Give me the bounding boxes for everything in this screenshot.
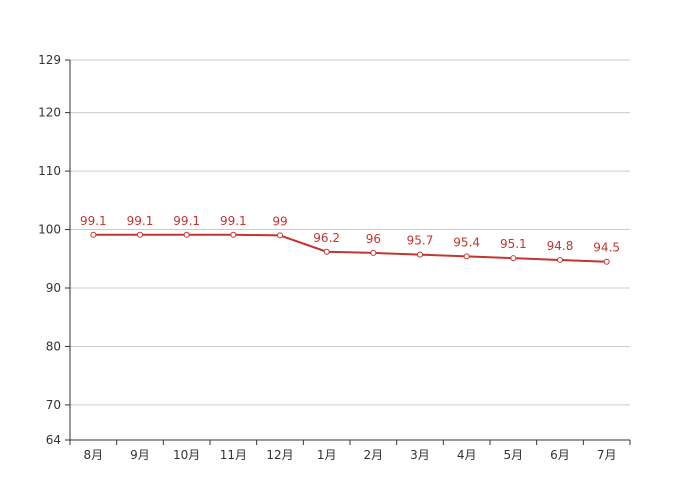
data-label: 94.8	[547, 239, 574, 253]
data-point	[323, 248, 330, 255]
series-line	[93, 233, 607, 263]
data-label: 95.1	[500, 237, 527, 251]
x-tick-label: 12月	[266, 448, 293, 462]
data-point	[557, 256, 563, 263]
data-point	[137, 231, 143, 238]
gridlines	[70, 59, 630, 406]
data-label: 99.1	[220, 214, 247, 228]
y-tick-label: 90	[46, 281, 61, 295]
y-tick-label: 70	[46, 398, 61, 412]
x-tick-label: 3月	[410, 448, 430, 462]
data-label: 99	[272, 214, 287, 228]
data-point	[510, 255, 517, 262]
x-tick-label: 7月	[597, 448, 617, 462]
x-tick-label: 1月	[317, 448, 337, 462]
data-label: 96.2	[313, 231, 340, 245]
series-line-group	[90, 231, 610, 265]
y-tick-label: 110	[38, 164, 61, 178]
data-point	[463, 253, 470, 260]
data-point	[603, 258, 610, 265]
y-tick-label: 64	[46, 433, 61, 447]
data-point	[277, 232, 283, 239]
data-point	[370, 249, 377, 256]
data-labels: 99.1 99.1 99.1 99.1 99 96.2 96 95.7 95.4 95.1 94.8…	[80, 214, 620, 255]
x-tick-label: 5月	[504, 448, 524, 462]
data-point	[417, 251, 423, 258]
data-label: 94.5	[593, 241, 620, 255]
x-tick-label: 10月	[173, 448, 200, 462]
data-point	[230, 231, 237, 238]
x-tick-label: 9月	[130, 448, 150, 462]
y-tick-label: 129	[38, 53, 61, 67]
data-label: 99.1	[173, 214, 200, 228]
y-tick-label: 80	[46, 339, 61, 353]
data-label: 95.7	[407, 234, 434, 248]
x-tick-label: 2月	[364, 448, 384, 462]
axes	[65, 59, 631, 445]
x-tick-labels: 8月 9月 10月 11月 12月 1月 2月 3月 4月 5月 6月 7月	[84, 448, 617, 462]
y-tick-label: 120	[38, 106, 61, 120]
y-tick-label: 100	[38, 223, 61, 237]
x-tick-label: 8月	[84, 448, 104, 462]
data-label: 96	[366, 232, 381, 246]
data-point	[90, 231, 97, 238]
data-point	[183, 231, 190, 238]
x-tick-label: 11月	[220, 448, 247, 462]
x-tick-label: 4月	[457, 448, 477, 462]
data-label: 99.1	[80, 214, 107, 228]
x-tick-label: 6月	[550, 448, 570, 462]
data-label: 99.1	[127, 214, 154, 228]
data-label: 95.4	[453, 235, 480, 249]
y-tick-labels: 64 70 80 90 100 110 120 129	[38, 53, 61, 447]
